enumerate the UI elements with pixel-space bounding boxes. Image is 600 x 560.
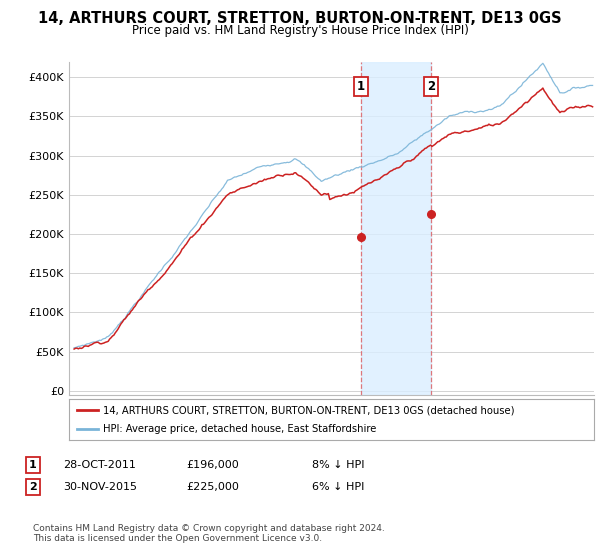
Text: 2: 2 bbox=[427, 80, 435, 93]
Text: HPI: Average price, detached house, East Staffordshire: HPI: Average price, detached house, East… bbox=[103, 424, 377, 433]
Text: £225,000: £225,000 bbox=[186, 482, 239, 492]
Text: Price paid vs. HM Land Registry's House Price Index (HPI): Price paid vs. HM Land Registry's House … bbox=[131, 24, 469, 36]
Text: 14, ARTHURS COURT, STRETTON, BURTON-ON-TRENT, DE13 0GS (detached house): 14, ARTHURS COURT, STRETTON, BURTON-ON-T… bbox=[103, 405, 515, 415]
Text: £196,000: £196,000 bbox=[186, 460, 239, 470]
Text: 6% ↓ HPI: 6% ↓ HPI bbox=[312, 482, 364, 492]
Text: 1: 1 bbox=[357, 80, 365, 93]
Text: Contains HM Land Registry data © Crown copyright and database right 2024.
This d: Contains HM Land Registry data © Crown c… bbox=[33, 524, 385, 543]
Text: 30-NOV-2015: 30-NOV-2015 bbox=[63, 482, 137, 492]
Text: 1: 1 bbox=[29, 460, 37, 470]
Text: 14, ARTHURS COURT, STRETTON, BURTON-ON-TRENT, DE13 0GS: 14, ARTHURS COURT, STRETTON, BURTON-ON-T… bbox=[38, 11, 562, 26]
Bar bbox=[361, 62, 431, 395]
Text: 8% ↓ HPI: 8% ↓ HPI bbox=[312, 460, 365, 470]
Text: 2: 2 bbox=[29, 482, 37, 492]
Text: 28-OCT-2011: 28-OCT-2011 bbox=[63, 460, 136, 470]
